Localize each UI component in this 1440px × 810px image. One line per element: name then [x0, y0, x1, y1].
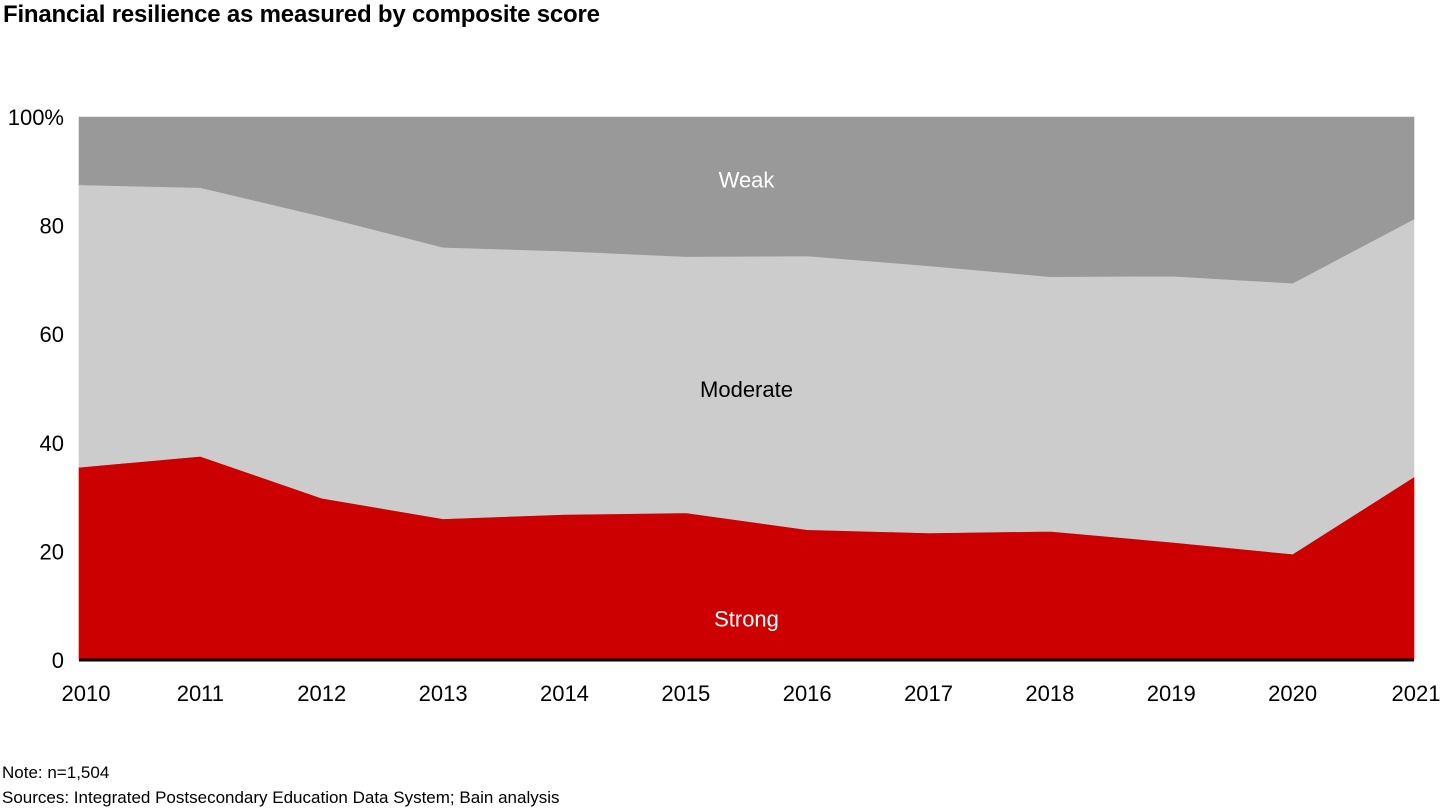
series-label-layer: Strong Moderate Weak	[700, 168, 793, 632]
chart-note: Note: n=1,504	[2, 763, 110, 782]
y-tick-label: 60	[40, 322, 64, 347]
x-tick-label: 2015	[661, 681, 710, 706]
series-label-weak: Weak	[719, 168, 776, 193]
x-tick-label: 2019	[1147, 681, 1196, 706]
area-layer	[78, 116, 1415, 661]
x-tick-label: 2010	[62, 681, 111, 706]
x-tick-label: 2012	[297, 681, 346, 706]
x-tick-label: 2018	[1025, 681, 1074, 706]
y-tick-label: 20	[40, 539, 64, 564]
x-tick-label: 2020	[1268, 681, 1317, 706]
chart-title: Financial resilience as measured by comp…	[3, 1, 600, 28]
series-label-strong: Strong	[714, 606, 779, 631]
x-tick-label: 2013	[419, 681, 468, 706]
y-tick-label: 40	[40, 431, 64, 456]
x-tick-label: 2011	[177, 681, 224, 706]
y-tick-label: 100%	[8, 105, 64, 130]
x-axis-tick-labels: 2010 2011 2012 2013 2014 2015 2016 2017 2018 2019…	[62, 681, 1440, 706]
y-tick-label: 80	[40, 214, 64, 239]
x-tick-label: 2016	[783, 681, 832, 706]
x-tick-label: 2014	[540, 681, 589, 706]
y-axis-tick-labels: 0 20 40 60 80 100%	[8, 105, 64, 673]
area-weak	[78, 116, 1415, 284]
x-tick-label: 2021	[1392, 681, 1440, 706]
y-tick-label: 0	[52, 648, 64, 673]
series-label-moderate: Moderate	[700, 377, 793, 402]
x-tick-label: 2017	[904, 681, 953, 706]
chart-sources: Sources: Integrated Postsecondary Educat…	[2, 788, 560, 807]
